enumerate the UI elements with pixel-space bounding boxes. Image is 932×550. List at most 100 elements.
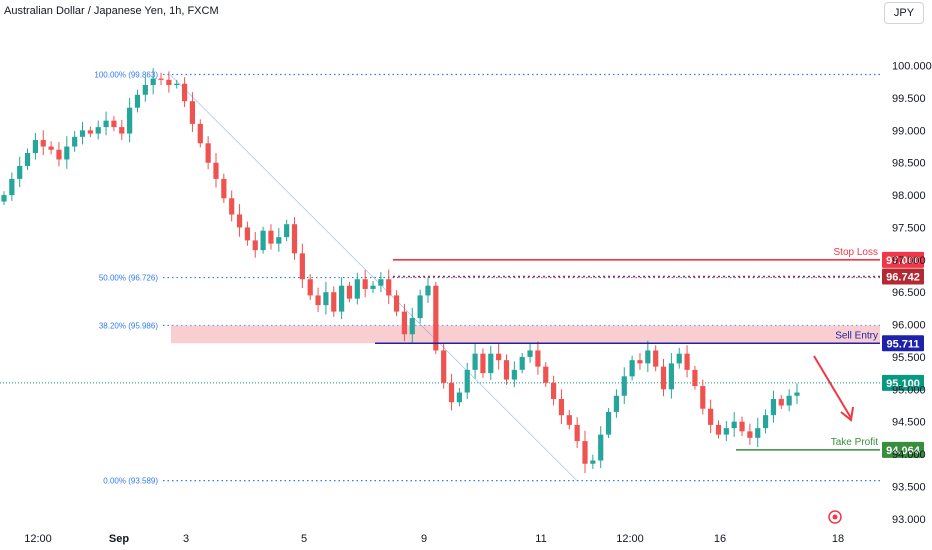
- candle: [558, 389, 565, 424]
- candle-body: [668, 363, 674, 390]
- down-arrow-icon: [813, 355, 854, 422]
- candle-body: [590, 460, 596, 464]
- candle-body: [708, 408, 714, 425]
- candle-body: [700, 386, 706, 409]
- candle-body: [645, 350, 651, 364]
- candle: [519, 353, 525, 374]
- candle-body: [315, 295, 321, 306]
- candle: [535, 341, 541, 375]
- candle: [692, 365, 698, 390]
- candle-body: [503, 360, 510, 380]
- level-label: Take Profit: [831, 437, 878, 448]
- candle: [331, 286, 337, 317]
- candle: [142, 77, 148, 102]
- candle-body: [653, 350, 659, 367]
- candle: [32, 132, 39, 160]
- candle: [448, 373, 455, 411]
- candle: [770, 390, 777, 423]
- arrow-shaft: [813, 355, 852, 419]
- x-tick-label: 9: [421, 533, 427, 545]
- target-icon[interactable]: [828, 510, 842, 524]
- candle: [684, 345, 690, 378]
- y-tick-label: 95.000: [892, 384, 926, 396]
- candle: [150, 68, 156, 95]
- x-tick-label: 16: [714, 533, 726, 545]
- x-tick-label: Sep: [109, 533, 129, 545]
- candle: [268, 224, 274, 250]
- candle: [40, 130, 46, 156]
- candle-body: [64, 146, 70, 160]
- candle: [111, 116, 117, 132]
- candle: [433, 281, 439, 354]
- candle-body: [464, 369, 470, 393]
- candle-body: [739, 421, 745, 432]
- candle-body: [95, 127, 101, 134]
- candle-body: [472, 353, 478, 370]
- candle-body: [747, 431, 753, 438]
- fib-label: 38.20% (95.986): [99, 321, 158, 330]
- candle: [64, 136, 70, 169]
- candle: [582, 430, 588, 474]
- candle: [252, 231, 258, 258]
- candle-body: [417, 295, 423, 319]
- candle: [134, 89, 141, 113]
- candle: [637, 353, 643, 370]
- y-tick-label: 98.500: [892, 158, 926, 170]
- candle-body: [425, 285, 431, 296]
- y-tick-label: 98.000: [892, 190, 926, 202]
- candle-body: [189, 101, 196, 124]
- price-axis: 100.000 99.500 99.000 98.500 98.000 97.500 97.…: [892, 61, 932, 526]
- candle: [72, 130, 78, 152]
- candle: [605, 408, 612, 439]
- price-tag-bg: [882, 335, 924, 352]
- candle: [378, 272, 384, 293]
- candle-body: [362, 279, 368, 289]
- candle-body: [229, 198, 235, 215]
- candle: [393, 290, 400, 317]
- y-tick-label: 96.000: [892, 320, 926, 332]
- candle-body: [378, 279, 384, 286]
- candle: [700, 379, 706, 415]
- candle-body: [755, 428, 761, 438]
- candle: [362, 270, 368, 298]
- candle: [762, 409, 769, 434]
- candle: [441, 343, 447, 389]
- candle: [87, 126, 93, 138]
- candle: [417, 289, 423, 324]
- candle-body: [566, 415, 572, 425]
- candle-body: [535, 350, 541, 367]
- candle: [496, 343, 502, 370]
- level-label: Sell Entry: [835, 330, 878, 341]
- candle-body: [543, 366, 549, 383]
- candle-body: [786, 395, 792, 406]
- candle: [739, 416, 745, 437]
- candle-body: [684, 353, 690, 370]
- candle-body: [480, 353, 486, 374]
- currency-button[interactable]: JPY: [884, 2, 924, 24]
- candle: [307, 274, 313, 301]
- price-tag: 95.100: [882, 374, 924, 391]
- candle-body: [111, 120, 117, 128]
- price-tag-bg: [882, 374, 924, 391]
- candle-body: [40, 140, 46, 147]
- y-tick-label: 94.500: [892, 417, 926, 429]
- fib-label: 50.00% (96.726): [99, 274, 158, 283]
- candle-body: [496, 353, 502, 361]
- candle: [370, 281, 376, 294]
- candle: [24, 148, 31, 171]
- candle: [464, 362, 470, 399]
- symbol-title[interactable]: Australian Dollar / Japanese Yen, 1h, FX…: [4, 5, 219, 17]
- candle: [653, 345, 659, 372]
- candle-body: [205, 143, 211, 163]
- candle-body: [119, 127, 125, 134]
- price-tag-text: 94.064: [886, 445, 921, 457]
- candle: [79, 121, 86, 145]
- y-tick-label: 99.500: [892, 93, 926, 105]
- price-tag-bg: [882, 251, 924, 268]
- candle-body: [723, 428, 729, 435]
- candle: [48, 141, 54, 155]
- candle: [1, 191, 7, 206]
- candle-body: [158, 78, 164, 80]
- candle: [613, 389, 620, 418]
- candle: [794, 383, 800, 404]
